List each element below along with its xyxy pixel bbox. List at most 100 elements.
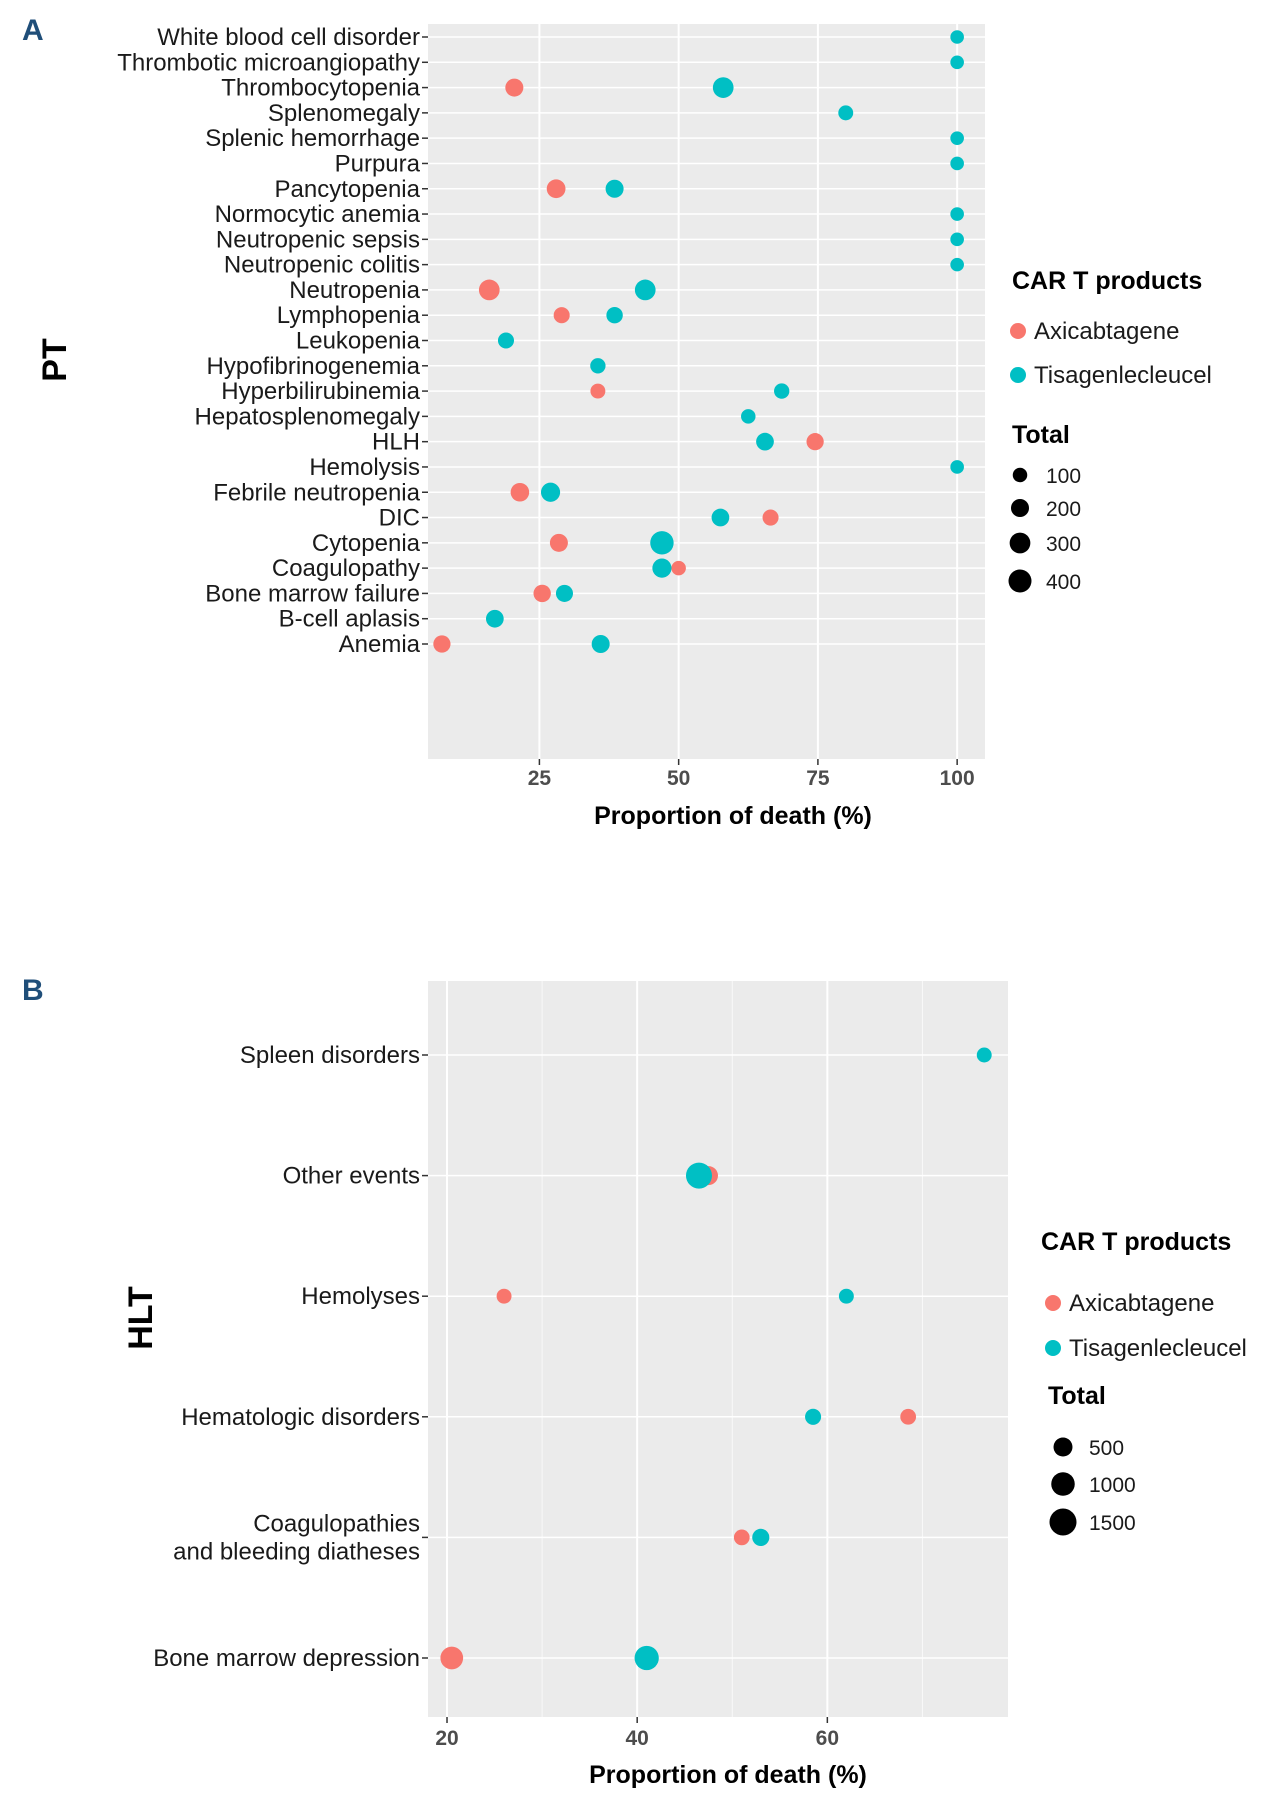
- category-label-cytopenia: Cytopenia: [312, 530, 421, 557]
- legend-size-key-1500: [1049, 1508, 1077, 1536]
- point-axicabtagene-bone-marrow-failure: [533, 584, 551, 603]
- point-tisagenlecleucel-bone-marrow-failure: [555, 584, 574, 602]
- panel-b-points: [440, 1047, 992, 1671]
- legend-key-axicabtagene: [1045, 1295, 1061, 1311]
- point-axicabtagene-coagulopathy: [671, 560, 686, 576]
- category-label-neutropenic-colitis: Neutropenic colitis: [224, 252, 420, 279]
- category-label-hyperbilirubinemia: Hyperbilirubinemia: [221, 378, 420, 405]
- point-axicabtagene-dic: [762, 509, 779, 526]
- point-tisagenlecleucel-lymphopenia: [606, 307, 623, 324]
- category-label-lymphopenia: Lymphopenia: [277, 302, 421, 329]
- category-label-other-events: Other events: [283, 1163, 420, 1190]
- point-tisagenlecleucel-purpura: [950, 156, 964, 171]
- category-label-dic: DIC: [379, 505, 420, 532]
- category-label-febrile-neutropenia: Febrile neutropenia: [213, 479, 420, 506]
- category-label-thrombocytopenia: Thrombocytopenia: [221, 75, 420, 102]
- category-label-leukopenia: Leukopenia: [296, 328, 421, 355]
- category-label-purpura: Purpura: [335, 150, 421, 177]
- panel-a-gridlines: [428, 24, 985, 759]
- category-label-hematologic-disorders: Hematologic disorders: [181, 1404, 420, 1431]
- point-tisagenlecleucel-other-events: [685, 1162, 712, 1189]
- legend-size-label-300: 300: [1046, 533, 1081, 556]
- legend-size-label-100: 100: [1046, 465, 1081, 488]
- point-tisagenlecleucel-thrombotic-microangiopathy: [950, 55, 964, 70]
- point-tisagenlecleucel-pancytopenia: [605, 179, 624, 198]
- panel-b-letter: B: [22, 974, 44, 1007]
- category-label-splenomegaly: Splenomegaly: [268, 100, 420, 127]
- category-label-hemolysis: Hemolysis: [309, 454, 420, 481]
- point-axicabtagene-thrombocytopenia: [505, 78, 524, 97]
- point-tisagenlecleucel-coagulopathy: [652, 558, 672, 578]
- point-axicabtagene-hematologic-disorders: [900, 1408, 917, 1425]
- legend-size-key-500: [1053, 1437, 1073, 1457]
- panel-b-legend: CAR T products Axicabtagene Tisagenlecleu…: [1041, 1228, 1247, 1536]
- x-tick-label: 75: [806, 767, 830, 790]
- point-tisagenlecleucel-hlh: [756, 432, 774, 451]
- category-label-hepatosplenomegaly: Hepatosplenomegaly: [195, 403, 420, 430]
- legend-key-tisagenlecleucel: [1010, 367, 1026, 383]
- category-label-neutropenia: Neutropenia: [289, 277, 420, 304]
- point-tisagenlecleucel-hepatosplenomegaly: [741, 409, 756, 424]
- panel-b-x-axis: 20 40 60: [435, 1717, 839, 1750]
- category-label-hypofibrinogenemia: Hypofibrinogenemia: [207, 353, 421, 380]
- panel-b-y-axis-title: HLT: [122, 1286, 160, 1350]
- panel-a-letter: A: [22, 14, 44, 47]
- x-tick-label: 100: [940, 767, 975, 790]
- point-tisagenlecleucel-neutropenic-sepsis: [950, 232, 964, 247]
- point-tisagenlecleucel-leukopenia: [497, 332, 515, 349]
- legend-size-key-100: [1012, 467, 1028, 483]
- point-tisagenlecleucel-white-blood-cell-disorder: [950, 30, 964, 44]
- legend-label-tisagenlecleucel: Tisagenlecleucel: [1069, 1335, 1247, 1362]
- panel-b-category-axis: Spleen disorders Other events Hemolyses Hem…: [153, 1042, 428, 1672]
- point-axicabtagene-bone-marrow-depression: [440, 1646, 464, 1670]
- point-tisagenlecleucel-bone-marrow-depression: [634, 1645, 659, 1671]
- point-axicabtagene-hemolyses: [496, 1288, 512, 1304]
- category-label-bone-marrow-depression: Bone marrow depression: [153, 1645, 420, 1672]
- category-label-anemia: Anemia: [339, 631, 421, 658]
- category-label-white-blood-cell-disorder: White blood cell disorder: [157, 24, 420, 51]
- point-axicabtagene-hlh: [806, 433, 824, 451]
- category-label-hlh: HLH: [372, 429, 420, 456]
- point-tisagenlecleucel-neutropenic-colitis: [950, 257, 964, 272]
- point-tisagenlecleucel-hematologic-disorders: [805, 1408, 822, 1425]
- category-label-hemolyses: Hemolyses: [301, 1283, 420, 1310]
- panel-b-x-axis-title: Proportion of death (%): [589, 1761, 867, 1789]
- category-label-pancytopenia: Pancytopenia: [275, 176, 421, 203]
- point-axicabtagene-lymphopenia: [553, 307, 570, 324]
- point-tisagenlecleucel-hemolysis: [950, 460, 964, 474]
- x-tick-label: 60: [816, 1727, 839, 1750]
- panel-a-legend-color-title: CAR T products: [1012, 267, 1202, 295]
- category-label-neutropenic-sepsis: Neutropenic sepsis: [216, 226, 420, 253]
- point-tisagenlecleucel-thrombocytopenia: [712, 77, 734, 98]
- legend-size-key-1000: [1051, 1472, 1075, 1496]
- category-label-normocytic-anemia: Normocytic anemia: [215, 201, 421, 228]
- x-tick-label: 25: [528, 767, 552, 790]
- panel-a-points: [433, 30, 964, 654]
- point-tisagenlecleucel-hemolyses: [838, 1288, 854, 1304]
- point-tisagenlecleucel-spleen-disorders: [976, 1047, 992, 1063]
- panel-b-plot-background: [428, 981, 1008, 1717]
- category-label-spleen-disorders: Spleen disorders: [240, 1042, 420, 1069]
- legend-size-label-400: 400: [1046, 571, 1081, 594]
- legend-size-key-400: [1008, 569, 1032, 593]
- point-tisagenlecleucel-b-cell-aplasis: [485, 609, 504, 628]
- panel-a-legend: CAR T products Axicabtagene Tisagenlecleu…: [1008, 267, 1212, 594]
- panel-b: B Spleen disorders Other events Hemolyses H…: [22, 974, 1247, 1789]
- point-axicabtagene-anemia: [433, 635, 451, 653]
- legend-size-label-500: 500: [1089, 1437, 1124, 1460]
- point-tisagenlecleucel-cytopenia: [650, 531, 674, 555]
- x-tick-label: 20: [435, 1727, 458, 1750]
- point-tisagenlecleucel-splenomegaly: [838, 105, 854, 121]
- point-axicabtagene-cytopenia: [549, 533, 568, 552]
- legend-key-tisagenlecleucel: [1045, 1340, 1061, 1356]
- point-tisagenlecleucel-anemia: [591, 634, 610, 654]
- panel-a-x-axis-title: Proportion of death (%): [594, 802, 872, 830]
- category-label-coagulopathies-and-bleeding-diatheses: Coagulopathies and bleeding diatheses: [173, 1510, 420, 1565]
- legend-size-label-200: 200: [1046, 498, 1081, 521]
- point-axicabtagene-neutropenia: [478, 279, 500, 301]
- panel-a-legend-size-title: Total: [1012, 421, 1070, 449]
- point-tisagenlecleucel-coagulopathies-and-bleeding-diatheses: [752, 1528, 770, 1546]
